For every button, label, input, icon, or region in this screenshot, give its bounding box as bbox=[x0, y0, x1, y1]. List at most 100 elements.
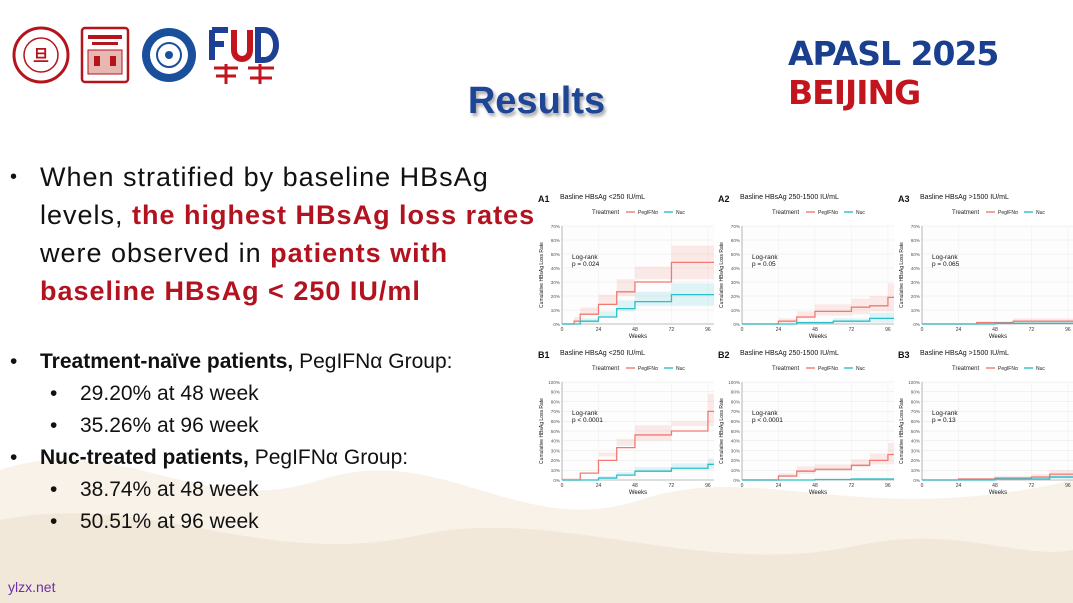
legend-title: Treatment bbox=[772, 210, 799, 216]
list-item: • 29.20% at 48 week bbox=[10, 378, 530, 410]
x-axis-label: Weeks bbox=[989, 334, 1007, 340]
y-tick-label: 50% bbox=[551, 429, 560, 434]
km-panel-a1: A1 Basline HBsAg <250 IU/mL Treatment PegIF… bbox=[538, 194, 714, 340]
p-value: p = 0.065 bbox=[932, 261, 960, 268]
panel-title: Basline HBsAg <250 IU/mL bbox=[560, 350, 645, 357]
x-tick-label: 48 bbox=[992, 327, 998, 333]
p-value: p = 0.05 bbox=[752, 261, 776, 268]
y-tick-label: 50% bbox=[911, 252, 920, 257]
km-curve-peg bbox=[562, 261, 714, 325]
huashan-hospital-seal bbox=[80, 26, 130, 84]
fud-logo bbox=[209, 27, 279, 84]
y-tick-label: 90% bbox=[731, 390, 740, 395]
bullet-dot: • bbox=[10, 166, 18, 188]
x-tick-label: 24 bbox=[776, 327, 782, 333]
rate-naive-96: 35.26% at 96 week bbox=[80, 414, 259, 437]
y-tick-label: 60% bbox=[911, 238, 920, 243]
y-tick-label: 20% bbox=[551, 458, 560, 463]
ci-band-peg bbox=[922, 318, 1073, 324]
legend-title: Treatment bbox=[592, 366, 619, 372]
y-tick-label: 60% bbox=[731, 419, 740, 424]
ci-band-peg bbox=[562, 393, 714, 480]
y-tick-label: 40% bbox=[551, 439, 560, 444]
panel-title: Basline HBsAg >1500 IU/mL bbox=[920, 350, 1009, 357]
y-tick-label: 60% bbox=[731, 238, 740, 243]
km-panel-a2: A2 Basline HBsAg 250-1500 IU/mL Treatment P… bbox=[718, 194, 894, 340]
km-curve-nuc bbox=[562, 293, 714, 325]
y-tick-label: 30% bbox=[551, 448, 560, 453]
x-tick-label: 0 bbox=[741, 327, 744, 333]
km-curve-nuc bbox=[742, 317, 894, 325]
x-axis-label: Weeks bbox=[629, 490, 647, 496]
km-curve-peg bbox=[742, 296, 894, 325]
x-tick-label: 0 bbox=[561, 327, 564, 333]
y-tick-label: 100% bbox=[908, 380, 920, 385]
logrank-label: Log-rank bbox=[932, 410, 958, 417]
logrank-label: Log-rank bbox=[752, 254, 778, 261]
y-tick-label: 0% bbox=[553, 322, 560, 327]
x-tick-label: 72 bbox=[669, 327, 675, 333]
x-tick-label: 96 bbox=[885, 327, 891, 333]
x-tick-label: 0 bbox=[561, 483, 564, 489]
y-tick-label: 70% bbox=[911, 409, 920, 414]
conference-part1: APASL 2025 bbox=[788, 34, 999, 73]
panel-label: B3 bbox=[898, 350, 910, 360]
km-curve-peg bbox=[742, 453, 894, 481]
list-item: • 38.74% at 48 week bbox=[10, 474, 530, 506]
main-text-part3: were observed in bbox=[40, 238, 271, 268]
panel-label: B2 bbox=[718, 350, 730, 360]
km-panel-a3: A3 Basline HBsAg >1500 IU/mL Treatment PegI… bbox=[898, 194, 1073, 340]
x-tick-label: 96 bbox=[1065, 327, 1071, 333]
x-tick-label: 0 bbox=[921, 327, 924, 333]
x-tick-label: 48 bbox=[992, 483, 998, 489]
y-tick-label: 60% bbox=[551, 419, 560, 424]
x-tick-label: 24 bbox=[596, 327, 602, 333]
y-tick-label: 100% bbox=[548, 380, 560, 385]
bullet-dot: • bbox=[50, 510, 58, 533]
panel-title: Basline HBsAg <250 IU/mL bbox=[560, 194, 645, 201]
y-axis-label: Cumulative HBsAg Loss Rate bbox=[719, 398, 725, 464]
y-tick-label: 50% bbox=[731, 429, 740, 434]
y-tick-label: 80% bbox=[731, 399, 740, 404]
y-tick-label: 0% bbox=[913, 478, 920, 483]
watermark: ylzx.net bbox=[8, 579, 56, 595]
legend-title: Treatment bbox=[592, 210, 619, 216]
bullet-dot: • bbox=[50, 414, 58, 437]
x-tick-label: 96 bbox=[705, 327, 711, 333]
x-axis-label: Weeks bbox=[809, 490, 827, 496]
legend-label-peg: PegIFNα bbox=[998, 366, 1018, 372]
p-value: p = 0.13 bbox=[932, 417, 956, 424]
legend-title: Treatment bbox=[772, 366, 799, 372]
y-tick-label: 60% bbox=[911, 419, 920, 424]
conference-title: APASL 2025 BEIJING bbox=[788, 34, 1073, 112]
ci-band-peg bbox=[742, 283, 894, 324]
km-curve-nuc bbox=[922, 322, 1073, 325]
legend-label-nuc: Nuc bbox=[1036, 366, 1045, 372]
x-tick-label: 96 bbox=[885, 483, 891, 489]
km-curve-nuc bbox=[562, 463, 714, 481]
y-tick-label: 10% bbox=[551, 308, 560, 313]
km-curve-peg bbox=[562, 410, 714, 481]
main-text-part1: When stratified by baseline HBsAg levels… bbox=[40, 162, 489, 230]
y-tick-label: 70% bbox=[911, 224, 920, 229]
panel-title: Basline HBsAg >1500 IU/mL bbox=[920, 194, 1009, 201]
x-tick-label: 72 bbox=[849, 483, 855, 489]
panel-title: Basline HBsAg 250-1500 IU/mL bbox=[740, 350, 839, 357]
y-tick-label: 20% bbox=[911, 294, 920, 299]
y-tick-label: 30% bbox=[911, 448, 920, 453]
km-charts-grid: A1 Basline HBsAg <250 IU/mL Treatment PegIF… bbox=[538, 194, 1073, 496]
main-bullet: • When stratified by baseline HBsAg leve… bbox=[10, 158, 540, 310]
bullet-dot: • bbox=[10, 350, 18, 373]
legend-label-peg: PegIFNα bbox=[638, 210, 658, 216]
y-tick-label: 70% bbox=[551, 409, 560, 414]
y-tick-label: 0% bbox=[733, 322, 740, 327]
km-curve-nuc bbox=[922, 476, 1073, 481]
legend-label-peg: PegIFNα bbox=[998, 210, 1018, 216]
x-tick-label: 48 bbox=[812, 327, 818, 333]
legend-label-nuc: Nuc bbox=[856, 366, 865, 372]
main-text-highlight2: patients with baseline HBsAg < 250 IU/ml bbox=[40, 238, 449, 306]
km-panel-b3: B3 Basline HBsAg >1500 IU/mL Treatment PegI… bbox=[898, 350, 1073, 496]
y-tick-label: 10% bbox=[551, 468, 560, 473]
y-tick-label: 20% bbox=[551, 294, 560, 299]
y-tick-label: 30% bbox=[911, 280, 920, 285]
